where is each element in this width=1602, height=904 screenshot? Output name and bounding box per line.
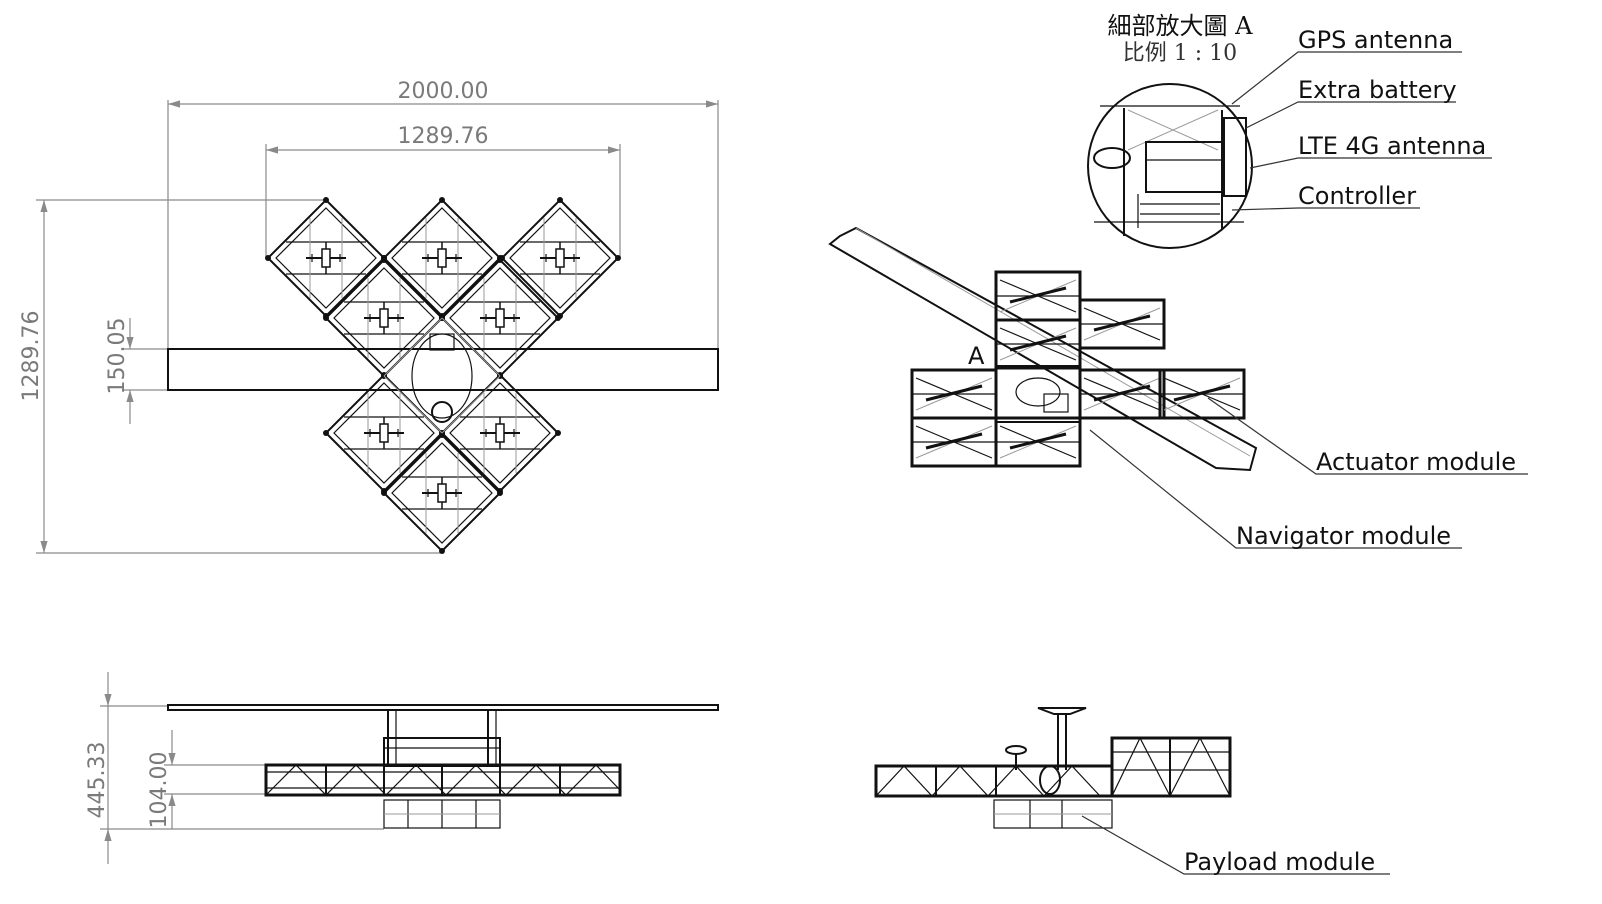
callout-payload-module: Payload module	[1184, 848, 1375, 876]
callout-lte-antenna: LTE 4G antenna	[1298, 132, 1486, 160]
isometric-view: A	[828, 226, 1258, 472]
callout-navigator-module: Navigator module	[1236, 522, 1451, 550]
detail-marker-label: A	[968, 342, 985, 370]
detail-view-a: 細部放大圖 A 比例 1 : 10	[1087, 12, 1254, 249]
front-elevation-view	[874, 707, 1232, 829]
detail-title: 細部放大圖 A	[1108, 12, 1254, 40]
callout-extra-battery: Extra battery	[1298, 76, 1457, 104]
side-view: 445.33 104.00	[85, 672, 719, 864]
dimension-top-width: 2000.00	[398, 79, 489, 104]
dimension-wing-chord: 150.05	[105, 318, 130, 395]
callout-controller: Controller	[1298, 182, 1416, 210]
detail-scale: 比例 1 : 10	[1123, 41, 1237, 66]
callout-actuator-module: Actuator module	[1316, 448, 1516, 476]
callout-leaders	[1081, 51, 1528, 875]
callout-gps-antenna: GPS antenna	[1298, 26, 1453, 54]
top-view: 2000.00 1289.76 1289.76 150.05	[19, 79, 719, 554]
dimension-top-height: 1289.76	[19, 311, 44, 402]
dimension-side-height: 445.33	[85, 742, 110, 819]
dimension-side-frame-height: 104.00	[147, 752, 172, 829]
dimension-top-inner-width: 1289.76	[398, 124, 489, 149]
